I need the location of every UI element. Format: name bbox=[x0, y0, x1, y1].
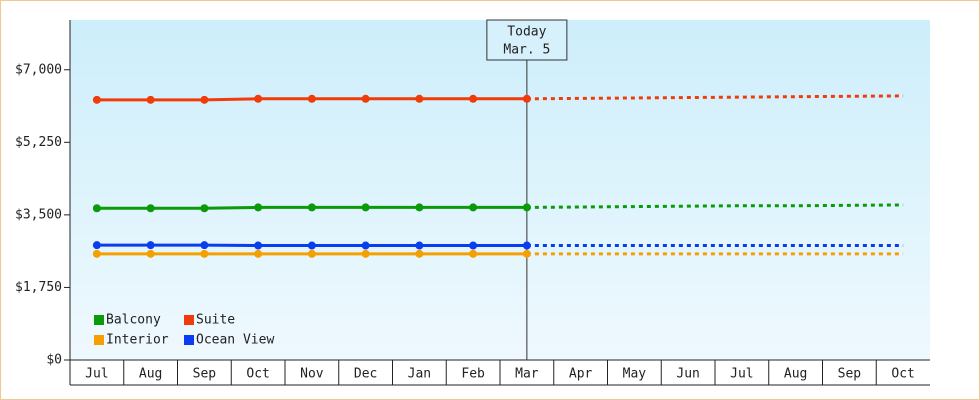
legend-swatch bbox=[94, 335, 104, 345]
point bbox=[415, 203, 424, 212]
y-tick-label: $5,250 bbox=[15, 135, 62, 150]
point bbox=[522, 94, 531, 103]
point bbox=[146, 249, 155, 258]
point bbox=[254, 241, 263, 250]
legend-label: Interior bbox=[106, 333, 169, 348]
point bbox=[307, 249, 316, 258]
y-tick-label: $3,500 bbox=[15, 207, 62, 222]
today-box bbox=[486, 19, 568, 61]
point bbox=[415, 94, 424, 103]
point bbox=[469, 249, 478, 258]
legend-label: Ocean View bbox=[196, 333, 274, 348]
x-tick-label: Jul bbox=[85, 367, 108, 382]
y-tick-label: $7,000 bbox=[15, 62, 62, 77]
legend-swatch bbox=[184, 315, 194, 325]
x-tick-label: May bbox=[623, 367, 647, 382]
point bbox=[254, 203, 263, 212]
point bbox=[92, 241, 101, 250]
point bbox=[307, 94, 316, 103]
x-tick-label: Sep bbox=[193, 367, 217, 382]
today-label: Mar. 5 bbox=[503, 43, 550, 58]
point bbox=[469, 94, 478, 103]
x-tick-label: Oct bbox=[891, 367, 914, 382]
x-tick-label: Dec bbox=[354, 367, 377, 382]
x-tick-label: Jun bbox=[676, 367, 699, 382]
point bbox=[254, 249, 263, 258]
point bbox=[361, 203, 370, 212]
point bbox=[200, 204, 209, 213]
x-tick-label: Apr bbox=[569, 367, 593, 382]
y-tick-label: $1,750 bbox=[15, 280, 62, 295]
x-tick-label: Sep bbox=[838, 367, 862, 382]
point bbox=[254, 94, 263, 103]
today-label: Today bbox=[507, 25, 546, 40]
x-tick-label: Jan bbox=[408, 367, 431, 382]
point bbox=[92, 95, 101, 104]
point bbox=[522, 249, 531, 258]
x-tick-label: Mar bbox=[515, 367, 539, 382]
legend-label: Balcony bbox=[106, 313, 161, 328]
point bbox=[146, 241, 155, 250]
point bbox=[415, 241, 424, 250]
point bbox=[146, 204, 155, 213]
x-tick-label: Nov bbox=[300, 367, 324, 382]
point bbox=[92, 249, 101, 258]
x-tick-label: Aug bbox=[139, 367, 162, 382]
point bbox=[307, 203, 316, 212]
point bbox=[522, 241, 531, 250]
point bbox=[469, 203, 478, 212]
point bbox=[200, 95, 209, 104]
legend-label: Suite bbox=[196, 313, 235, 328]
y-tick-label: $0 bbox=[46, 353, 62, 368]
point bbox=[415, 249, 424, 258]
x-tick-label: Feb bbox=[461, 367, 485, 382]
projected-line bbox=[526, 94, 904, 101]
plot-area bbox=[70, 20, 930, 360]
point bbox=[92, 204, 101, 213]
x-tick-label: Oct bbox=[246, 367, 269, 382]
point bbox=[361, 241, 370, 250]
projected-line bbox=[526, 203, 904, 209]
point bbox=[307, 241, 316, 250]
point bbox=[361, 249, 370, 258]
point bbox=[522, 203, 531, 212]
legend-swatch bbox=[94, 315, 104, 325]
point bbox=[469, 241, 478, 250]
x-tick-label: Aug bbox=[784, 367, 807, 382]
point bbox=[146, 95, 155, 104]
point bbox=[361, 94, 370, 103]
legend-swatch bbox=[184, 335, 194, 345]
x-tick-label: Jul bbox=[730, 367, 753, 382]
point bbox=[200, 249, 209, 258]
point bbox=[200, 241, 209, 250]
